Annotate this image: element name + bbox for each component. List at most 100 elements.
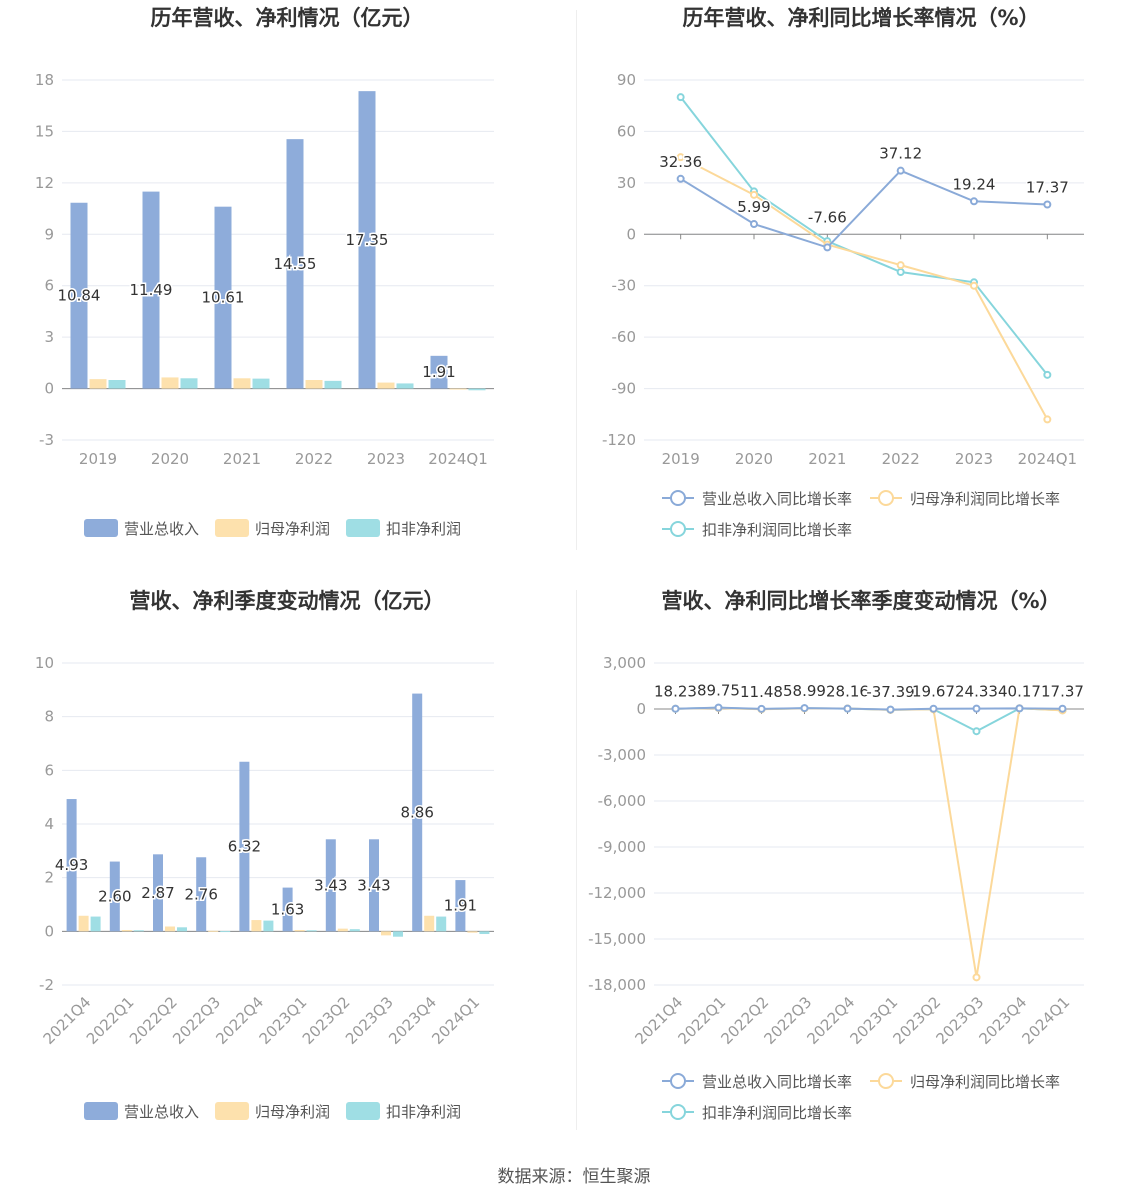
data-point <box>1043 370 1052 379</box>
vertical-divider-bottom <box>576 590 577 1130</box>
data-label: 17.37 <box>1041 683 1084 701</box>
bar <box>377 382 395 389</box>
data-label: 3.43 <box>357 876 390 894</box>
y-tick-label: 2 <box>44 869 54 887</box>
bar <box>381 931 391 936</box>
bar <box>108 380 126 389</box>
bar <box>305 380 323 389</box>
data-label: 32.36 <box>659 153 702 171</box>
data-point <box>970 281 978 290</box>
bar <box>396 383 414 389</box>
x-tick-label: 2022 <box>882 450 920 468</box>
bar <box>424 915 435 932</box>
data-label: 19.67 <box>912 683 955 701</box>
data-label: 14.55 <box>274 255 317 273</box>
vertical-divider-top <box>576 10 577 550</box>
bar <box>89 379 107 389</box>
data-label: 11.48 <box>740 683 783 701</box>
y-tick-label: 6 <box>44 761 54 779</box>
y-tick-label: 0 <box>44 380 54 398</box>
bar <box>239 761 250 932</box>
bar <box>180 378 198 389</box>
data-point <box>972 973 981 982</box>
data-point <box>886 705 895 714</box>
data-point <box>750 220 758 229</box>
data-label: 24.33 <box>955 683 998 701</box>
bar <box>220 931 231 933</box>
data-point <box>1015 704 1024 713</box>
legend-label: 营业总收入同比增长率 <box>702 1073 852 1091</box>
y-tick-label: 6 <box>44 277 54 295</box>
annual-values-chart: 历年营收、净利情况（亿元） -3 0 3 6 9 12 15 18 10.84 11.49 10.61… <box>0 0 574 580</box>
bar <box>468 388 486 391</box>
data-label: 58.99 <box>783 682 826 700</box>
bar <box>109 861 120 932</box>
bar <box>121 929 132 932</box>
quarterly-values-chart: 营收、净利季度变动情况（亿元） -2 0 2 4 6 8 10 4.93 2.60 2.87 2.76… <box>0 580 574 1160</box>
legend-marker <box>670 521 686 537</box>
bar <box>449 388 467 390</box>
series-line <box>675 706 1063 733</box>
legend-swatch <box>346 519 380 537</box>
data-point <box>929 704 938 713</box>
data-label: 10.84 <box>58 287 101 305</box>
data-label: 17.37 <box>1026 179 1069 197</box>
bar <box>358 91 376 389</box>
bar <box>430 355 448 389</box>
bar <box>233 378 251 389</box>
y-tick-label: 3 <box>44 328 54 346</box>
legend-swatch <box>84 1102 118 1120</box>
data-label: 40.17 <box>998 682 1041 700</box>
data-label: 18.23 <box>654 683 697 701</box>
bar <box>66 799 77 932</box>
bar <box>467 931 478 933</box>
bar <box>282 887 293 932</box>
y-tick-label: 0 <box>44 922 54 940</box>
bar <box>153 854 163 932</box>
y-tick-label: -12,000 <box>588 884 646 902</box>
x-tick-label: 2024Q1 <box>1019 993 1074 1048</box>
bar <box>161 377 179 389</box>
y-tick-label: -30 <box>612 277 637 295</box>
data-point <box>972 704 981 713</box>
y-tick-label: 4 <box>44 815 54 833</box>
bar <box>90 916 101 932</box>
bar <box>436 916 447 932</box>
series-line <box>680 156 1049 420</box>
bar <box>252 378 270 389</box>
data-label: 1.91 <box>444 897 477 915</box>
y-tick-label: 30 <box>617 174 636 192</box>
x-tick-label: 2021 <box>808 450 846 468</box>
bar <box>325 839 336 932</box>
legend-swatch <box>346 1102 380 1120</box>
series-line <box>675 706 1063 711</box>
legend-marker <box>878 1073 894 1089</box>
x-tick-label: 2022 <box>295 450 333 468</box>
data-label: 4.93 <box>55 856 88 874</box>
data-source-note: 数据来源：恒生聚源 <box>497 1167 651 1187</box>
data-label: 1.91 <box>422 363 455 381</box>
data-label: -37.39 <box>866 683 914 701</box>
y-tick-label: 8 <box>44 708 54 726</box>
legend-label: 归母净利润同比增长率 <box>910 490 1060 508</box>
bar <box>142 191 160 389</box>
data-point <box>671 704 680 713</box>
bar <box>324 380 342 389</box>
series-line <box>679 96 1049 376</box>
y-tick-label: -3,000 <box>598 746 646 764</box>
legend-swatch <box>215 519 249 537</box>
bar <box>70 202 88 389</box>
bar <box>78 915 89 932</box>
data-label: 10.61 <box>202 289 245 307</box>
data-label: 17.35 <box>346 231 389 249</box>
bar <box>286 139 304 389</box>
series-line <box>675 707 1063 978</box>
data-point <box>676 174 685 183</box>
quarterly-values-svg: 营收、净利季度变动情况（亿元） -2 0 2 4 6 8 10 4.93 2.60 2.87 2.76… <box>35 589 494 1121</box>
y-tick-label: -2 <box>39 976 54 994</box>
legend-label: 扣非净利润同比增长率 <box>702 1104 852 1122</box>
legend-label: 扣非净利润 <box>386 520 461 538</box>
bar <box>251 920 262 932</box>
x-tick-label: 2020 <box>151 450 189 468</box>
data-point <box>800 704 809 713</box>
